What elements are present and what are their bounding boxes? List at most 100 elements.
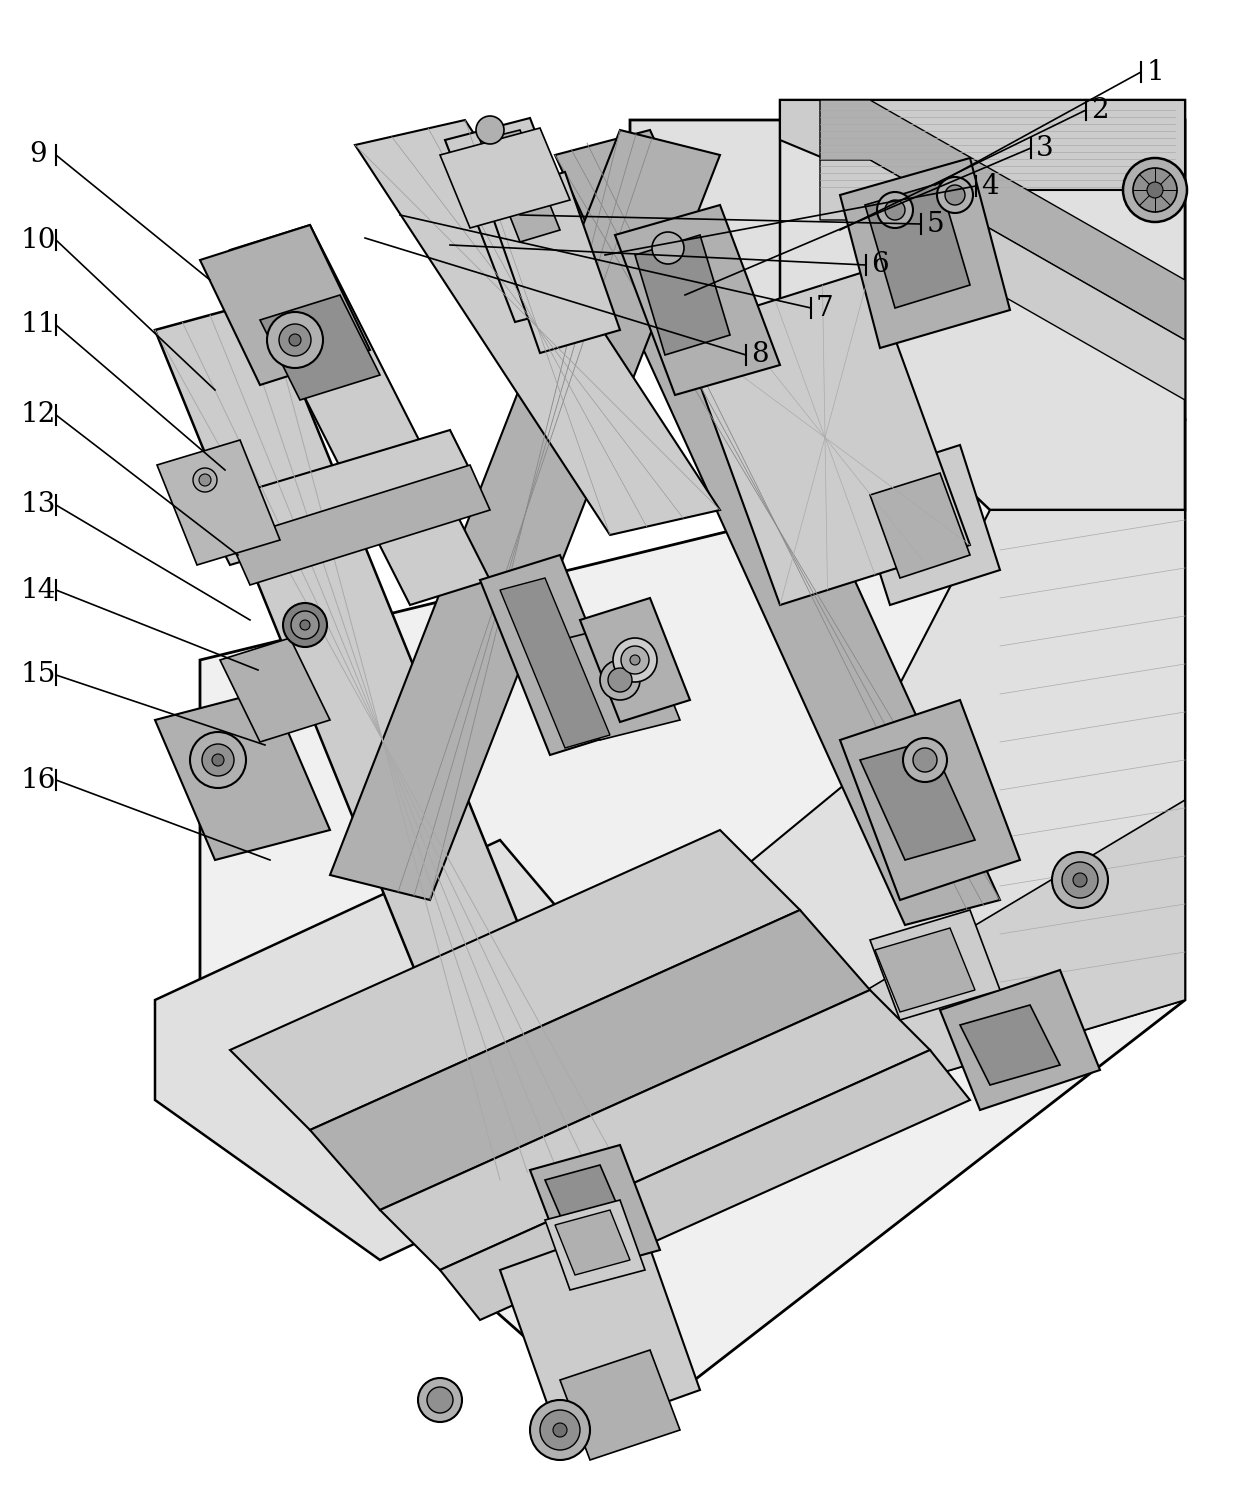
Circle shape: [283, 603, 327, 647]
Circle shape: [1147, 183, 1163, 198]
Polygon shape: [200, 431, 480, 564]
Circle shape: [529, 1400, 590, 1460]
Polygon shape: [440, 1050, 970, 1320]
Polygon shape: [960, 1005, 1060, 1086]
Circle shape: [903, 738, 947, 783]
Polygon shape: [445, 117, 600, 322]
Circle shape: [476, 116, 503, 144]
Text: 6: 6: [872, 251, 889, 279]
Polygon shape: [500, 578, 610, 748]
Polygon shape: [870, 910, 999, 1020]
Circle shape: [630, 655, 640, 665]
Polygon shape: [990, 99, 1185, 750]
Polygon shape: [440, 128, 570, 229]
Circle shape: [418, 1378, 463, 1423]
Circle shape: [427, 1387, 453, 1414]
Text: 4: 4: [981, 172, 998, 199]
Polygon shape: [680, 270, 970, 604]
Polygon shape: [866, 183, 970, 307]
Circle shape: [613, 639, 657, 682]
Circle shape: [267, 312, 322, 368]
Polygon shape: [485, 172, 620, 353]
Polygon shape: [875, 928, 975, 1011]
Polygon shape: [260, 296, 379, 399]
Circle shape: [600, 659, 640, 699]
Polygon shape: [820, 160, 1185, 399]
Polygon shape: [839, 699, 1021, 900]
Circle shape: [198, 474, 211, 486]
Circle shape: [300, 621, 310, 630]
Text: 8: 8: [751, 342, 769, 368]
Polygon shape: [229, 465, 490, 585]
Text: 9: 9: [30, 141, 47, 168]
Polygon shape: [560, 621, 680, 740]
Text: 15: 15: [20, 661, 56, 689]
Text: 10: 10: [20, 227, 56, 254]
Polygon shape: [480, 555, 630, 754]
Circle shape: [608, 668, 632, 692]
Circle shape: [1073, 873, 1087, 887]
Text: 13: 13: [20, 492, 56, 518]
Circle shape: [279, 324, 311, 356]
Polygon shape: [157, 440, 280, 564]
Polygon shape: [155, 841, 720, 1259]
Polygon shape: [560, 1350, 680, 1460]
Polygon shape: [219, 639, 330, 742]
Text: 14: 14: [20, 576, 56, 603]
Polygon shape: [839, 157, 1011, 347]
Polygon shape: [229, 226, 490, 604]
Circle shape: [193, 468, 217, 492]
Text: 16: 16: [20, 766, 56, 793]
Circle shape: [212, 754, 224, 766]
Polygon shape: [630, 120, 1185, 509]
Polygon shape: [780, 99, 1185, 509]
Polygon shape: [556, 131, 999, 925]
Polygon shape: [480, 131, 560, 242]
Polygon shape: [861, 740, 975, 860]
Polygon shape: [849, 446, 999, 604]
Text: 7: 7: [816, 294, 833, 321]
Polygon shape: [546, 1166, 630, 1250]
Text: 1: 1: [1146, 58, 1164, 86]
Text: 5: 5: [926, 211, 944, 238]
Circle shape: [885, 200, 905, 220]
Polygon shape: [680, 509, 1185, 1100]
Polygon shape: [330, 131, 720, 900]
Polygon shape: [155, 300, 610, 1181]
Circle shape: [1123, 157, 1187, 221]
Polygon shape: [229, 830, 800, 1130]
Polygon shape: [580, 598, 689, 722]
Text: 2: 2: [1091, 97, 1109, 123]
Polygon shape: [529, 1145, 660, 1276]
Text: 12: 12: [20, 401, 56, 429]
Circle shape: [945, 186, 965, 205]
Polygon shape: [556, 1210, 630, 1276]
Circle shape: [553, 1423, 567, 1437]
Polygon shape: [546, 1200, 645, 1290]
Polygon shape: [355, 120, 720, 535]
Circle shape: [1061, 861, 1097, 898]
Polygon shape: [379, 990, 930, 1270]
Polygon shape: [155, 691, 330, 860]
Circle shape: [190, 732, 246, 789]
Circle shape: [652, 232, 684, 264]
Circle shape: [621, 646, 649, 674]
Polygon shape: [990, 509, 1185, 750]
Polygon shape: [200, 420, 1185, 1430]
Polygon shape: [500, 1221, 701, 1440]
Circle shape: [291, 610, 319, 639]
Polygon shape: [849, 509, 1185, 1100]
Polygon shape: [615, 205, 780, 395]
Polygon shape: [310, 910, 870, 1210]
Polygon shape: [780, 99, 1185, 190]
Circle shape: [539, 1409, 580, 1449]
Circle shape: [1133, 168, 1177, 212]
Circle shape: [574, 1219, 606, 1250]
Polygon shape: [870, 474, 970, 578]
Circle shape: [202, 744, 234, 777]
Circle shape: [877, 192, 913, 229]
Circle shape: [937, 177, 973, 212]
Circle shape: [913, 748, 937, 772]
Text: 11: 11: [20, 312, 56, 339]
Polygon shape: [940, 970, 1100, 1109]
